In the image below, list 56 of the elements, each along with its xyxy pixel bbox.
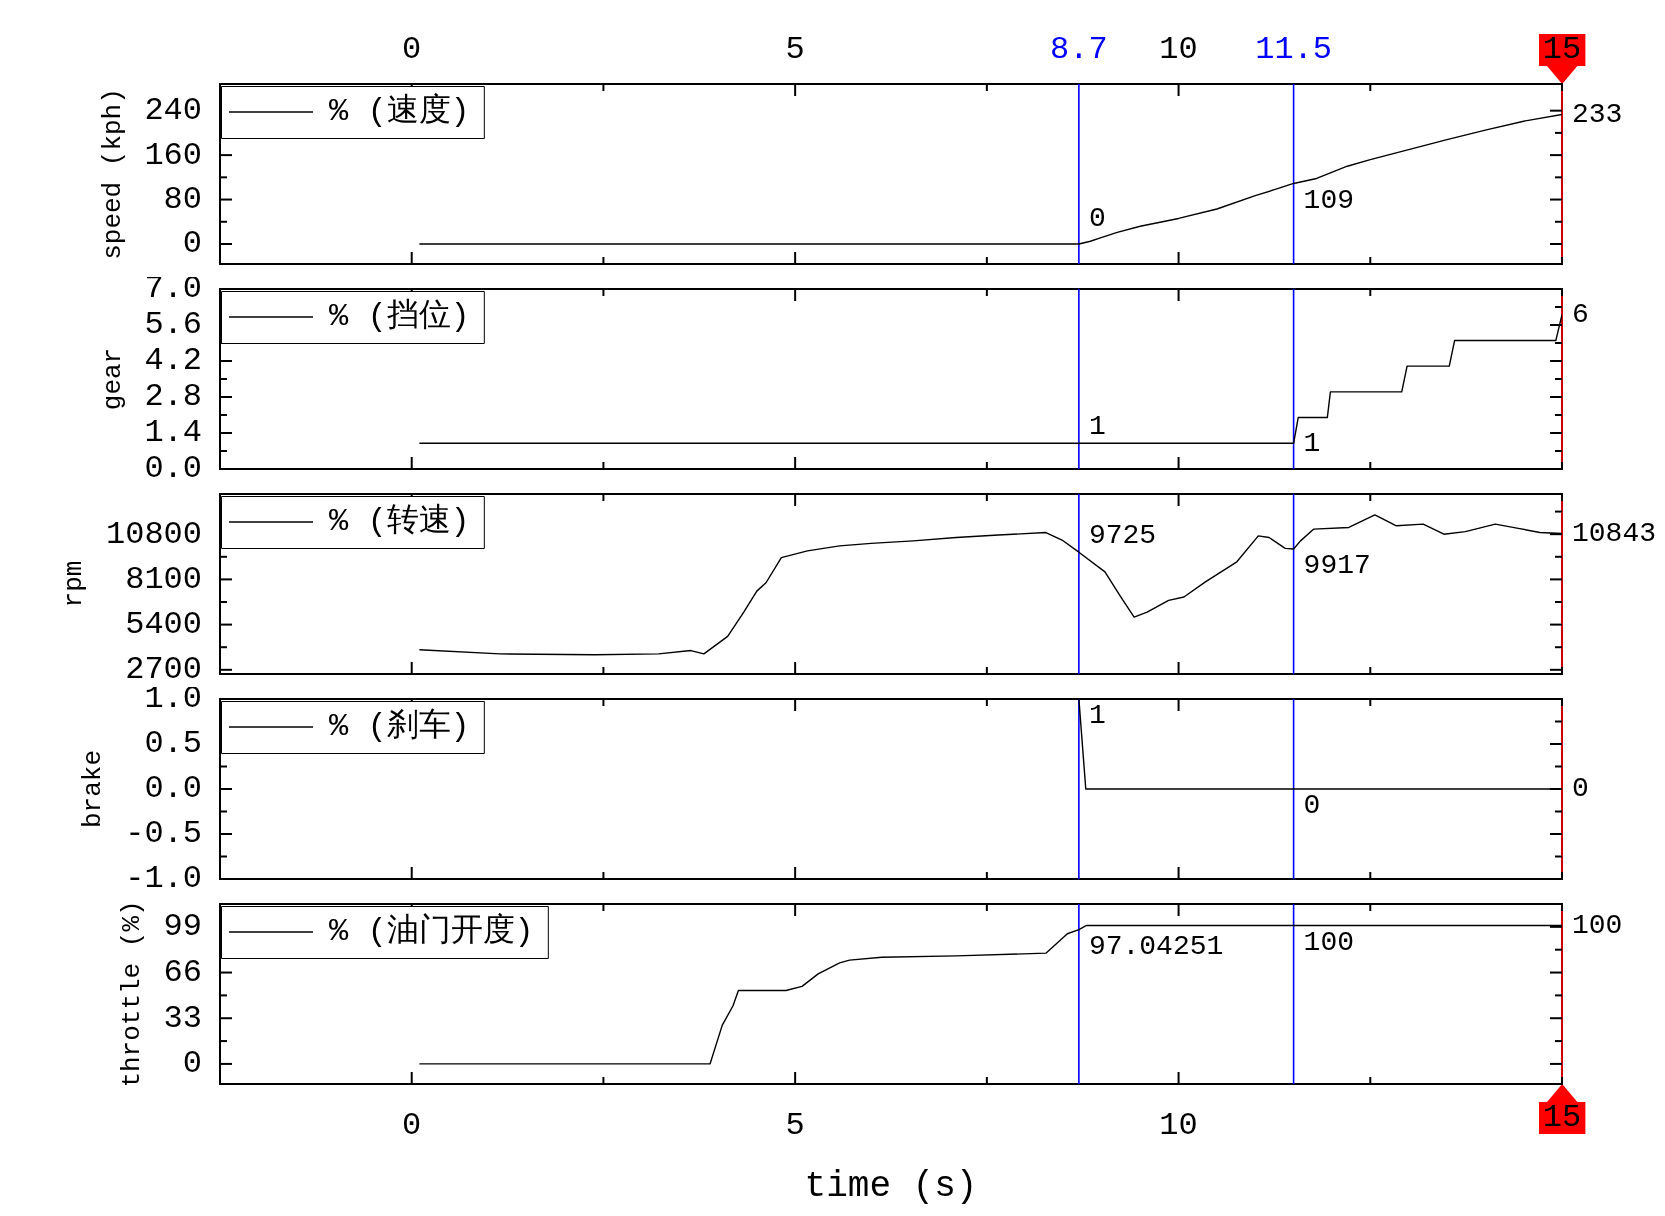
y-tick-label: 8100 bbox=[125, 560, 202, 598]
annotation: 100 bbox=[1303, 926, 1355, 958]
y-tick-label: 10800 bbox=[105, 515, 202, 553]
y-tick-label: 33 bbox=[163, 999, 202, 1037]
x-axis-title: time (s) bbox=[804, 1165, 978, 1207]
y-tick-label: -0.5 bbox=[125, 815, 202, 853]
y-tick-label: 0.0 bbox=[144, 450, 202, 488]
x-tick-label: 5 bbox=[785, 1106, 805, 1144]
annotation: 6 bbox=[1572, 299, 1589, 331]
legend-label: % (刹车) bbox=[329, 708, 470, 746]
annotation: 0 bbox=[1303, 790, 1321, 822]
annotation: 1 bbox=[1088, 700, 1106, 732]
legend-label: % (油门开度) bbox=[329, 912, 534, 951]
ref-line-label: 15 bbox=[1542, 31, 1582, 69]
annotation: 1 bbox=[1088, 410, 1106, 442]
annotation: 109 bbox=[1303, 184, 1355, 216]
y-tick-label: 1.4 bbox=[144, 414, 202, 452]
y-axis-title: rpm bbox=[59, 560, 90, 608]
annotation: 100 bbox=[1572, 909, 1623, 941]
y-tick-label: 0 bbox=[182, 225, 202, 263]
y-tick-label: 66 bbox=[163, 954, 202, 992]
y-tick-label: -1.0 bbox=[125, 860, 202, 898]
y-axis-title: throttle (%) bbox=[116, 900, 147, 1088]
annotation: 0 bbox=[1088, 203, 1106, 235]
ref-line-label: 11.5 bbox=[1255, 31, 1333, 69]
y-tick-label: 4.2 bbox=[144, 342, 202, 380]
annotation: 233 bbox=[1572, 98, 1623, 130]
annotation: 1 bbox=[1303, 427, 1321, 459]
y-tick-label: 2.8 bbox=[144, 378, 202, 416]
y-tick-label: 80 bbox=[163, 181, 202, 219]
y-tick-label: 5.6 bbox=[144, 306, 202, 344]
ref-line-label: 8.7 bbox=[1050, 31, 1108, 69]
y-tick-label: 99 bbox=[163, 908, 202, 946]
y-tick-label: 160 bbox=[144, 136, 202, 174]
annotation: 9725 bbox=[1088, 519, 1157, 551]
ref-line-label: 15 bbox=[1542, 1099, 1582, 1137]
y-axis-title: gear bbox=[97, 347, 128, 411]
legend-label: % (转速) bbox=[329, 503, 470, 541]
x-tick-label: 10 bbox=[1159, 1106, 1198, 1144]
y-tick-label: 0 bbox=[182, 1045, 202, 1083]
legend-label: % (挡位) bbox=[329, 298, 470, 336]
y-tick-label: 0.5 bbox=[144, 725, 202, 763]
x-tick-label: 0 bbox=[402, 1106, 422, 1144]
y-tick-label: 0.0 bbox=[144, 770, 202, 808]
y-axis-title: brake bbox=[78, 749, 109, 829]
x2-tick-label: 10 bbox=[1159, 31, 1198, 69]
y-tick-label: 5400 bbox=[125, 606, 202, 644]
annotation: 9917 bbox=[1303, 550, 1371, 582]
y-axis-title: speed (kph) bbox=[97, 88, 128, 260]
annotation: 97.04251 bbox=[1088, 930, 1224, 962]
annotation: 10843 bbox=[1572, 517, 1657, 549]
annotation: 0 bbox=[1572, 773, 1589, 805]
x2-tick-label: 0 bbox=[402, 31, 422, 69]
legend-label: % (速度) bbox=[329, 92, 470, 131]
y-tick-label: 240 bbox=[144, 92, 202, 130]
x2-tick-label: 5 bbox=[785, 31, 805, 69]
